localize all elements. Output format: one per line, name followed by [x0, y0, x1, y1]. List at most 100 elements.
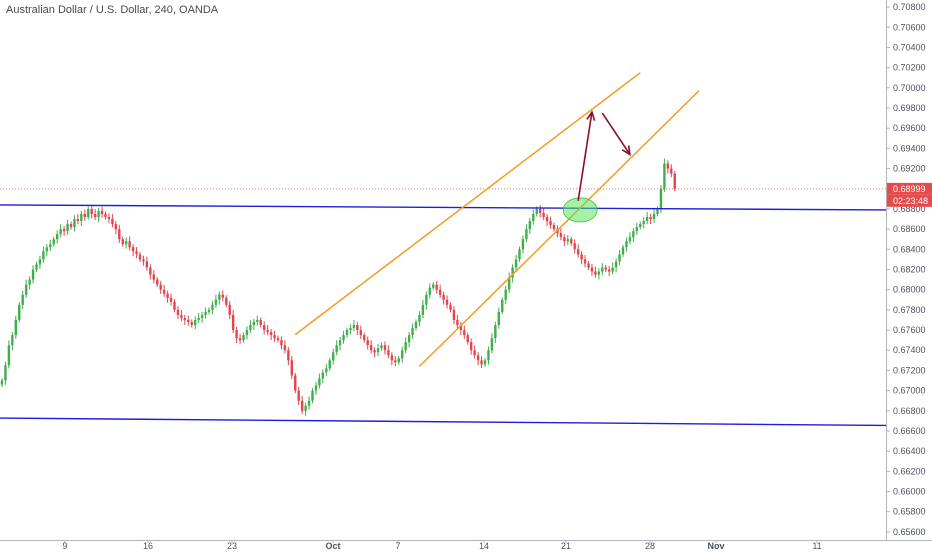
price-tick-label: 0.66600	[893, 426, 926, 436]
price-tick-label: 0.70400	[893, 42, 926, 52]
candle	[411, 328, 414, 336]
time-axis-bg[interactable]	[0, 540, 886, 550]
candle	[397, 358, 400, 363]
candle	[180, 314, 183, 318]
candle	[518, 249, 521, 260]
candle	[283, 345, 287, 351]
candle	[438, 289, 442, 295]
candle	[425, 294, 428, 305]
upper-channel-line[interactable]	[294, 72, 641, 336]
candle	[587, 263, 590, 268]
candle	[507, 277, 511, 290]
candle	[511, 267, 514, 278]
price-tick-label: 0.66400	[893, 446, 926, 456]
candle	[304, 405, 307, 411]
price-tick-label: 0.65600	[893, 527, 926, 537]
candle	[418, 314, 421, 322]
candle	[231, 314, 235, 331]
candle	[663, 163, 666, 189]
candle	[332, 352, 335, 361]
candle	[214, 299, 218, 305]
candle	[28, 279, 31, 285]
candle	[173, 301, 176, 310]
candle	[297, 390, 300, 401]
price-axis-bg[interactable]	[886, 0, 932, 550]
time-axis-group: 9 16 23 Oct 7 14 21 28 Nov 11	[0, 540, 932, 551]
candle	[542, 212, 545, 218]
candle	[311, 390, 314, 401]
candle	[356, 325, 359, 331]
candle	[659, 188, 663, 209]
candle	[242, 335, 245, 341]
candle	[404, 342, 407, 351]
candle	[597, 271, 601, 275]
price-tick-label: 0.68000	[893, 285, 926, 295]
arrow-up[interactable]	[577, 111, 593, 201]
price-tick-label: 0.67800	[893, 305, 926, 315]
candle	[118, 229, 121, 240]
candle	[7, 345, 11, 366]
candle	[473, 350, 476, 356]
candle	[228, 304, 231, 315]
candle	[280, 340, 283, 346]
candle	[290, 360, 293, 376]
candle	[93, 213, 97, 218]
candle	[128, 241, 131, 248]
time-tick-label: 28	[645, 541, 655, 550]
price-tick-label: 0.70800	[893, 2, 926, 12]
support-line[interactable]	[0, 417, 887, 427]
candle	[497, 311, 500, 326]
price-tick-label: 0.70000	[893, 83, 926, 93]
candle	[608, 269, 611, 272]
resistance-line[interactable]	[0, 204, 887, 211]
candle	[21, 294, 24, 305]
candle	[528, 221, 532, 230]
arrow-down[interactable]	[601, 112, 631, 155]
candle	[52, 239, 55, 245]
candle	[456, 319, 459, 326]
candle	[69, 224, 73, 228]
price-tick-label: 0.66800	[893, 406, 926, 416]
candle	[76, 219, 80, 222]
candle	[238, 338, 242, 341]
candle	[376, 348, 380, 353]
candle	[24, 284, 28, 295]
overlay-lines-group	[0, 72, 887, 427]
candle	[14, 319, 17, 336]
candle	[66, 224, 69, 232]
candle	[114, 224, 118, 230]
highlight-ellipse[interactable]	[562, 197, 598, 223]
candle	[31, 269, 35, 280]
candle	[345, 330, 349, 336]
time-tick-label: 9	[62, 541, 67, 550]
candle	[373, 350, 376, 353]
time-tick-label: 23	[227, 541, 237, 550]
lower-channel-line[interactable]	[418, 90, 700, 367]
candle	[259, 319, 262, 326]
candle	[321, 372, 325, 379]
candle	[221, 294, 224, 298]
candle	[0, 380, 4, 385]
candle	[318, 378, 321, 386]
candle	[539, 208, 542, 213]
candle	[338, 340, 342, 346]
candle	[142, 259, 145, 262]
candle	[135, 251, 138, 255]
time-tick-label: 7	[395, 541, 400, 550]
candle	[263, 325, 266, 331]
candle	[59, 229, 62, 235]
candle	[169, 297, 173, 302]
candle	[104, 213, 107, 218]
candle	[352, 325, 356, 329]
candle	[62, 229, 66, 232]
candle	[145, 261, 149, 268]
candle	[149, 267, 152, 275]
candle	[442, 294, 445, 300]
candle	[563, 237, 566, 242]
price-tick-label: 0.67400	[893, 345, 926, 355]
candle	[176, 309, 180, 315]
candle	[162, 289, 166, 294]
candle	[611, 267, 614, 272]
